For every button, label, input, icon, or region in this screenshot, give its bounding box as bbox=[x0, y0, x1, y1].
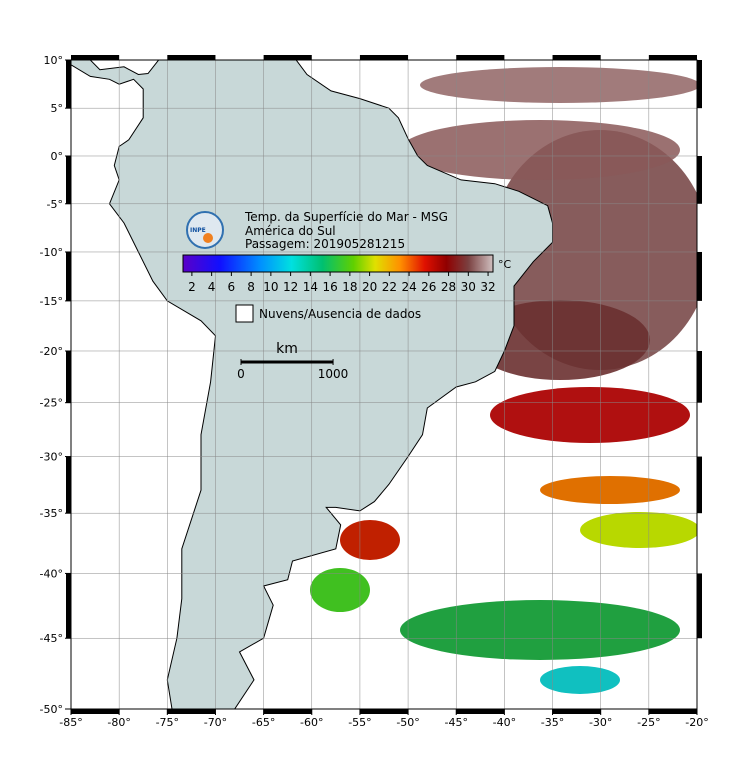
colorbar-tick-label: 26 bbox=[421, 280, 436, 294]
x-tick-label: -75° bbox=[156, 716, 179, 729]
colorbar-tick-label: 2 bbox=[188, 280, 196, 294]
region: América do Sul bbox=[245, 224, 336, 238]
x-tick-label: -80° bbox=[107, 716, 130, 729]
colorbar-tick-label: 6 bbox=[228, 280, 236, 294]
frame-segment bbox=[697, 60, 702, 109]
sst-patch bbox=[540, 476, 680, 504]
colorbar-tick-label: 10 bbox=[263, 280, 278, 294]
frame-segment bbox=[697, 155, 702, 204]
colorbar-tick-label: 30 bbox=[461, 280, 476, 294]
frame-segment bbox=[697, 350, 702, 403]
y-tick-label: -15° bbox=[40, 295, 63, 308]
frame-segment bbox=[552, 709, 601, 714]
legend-label: Nuvens/Ausencia de dados bbox=[259, 307, 421, 321]
sst-patch bbox=[580, 512, 697, 548]
frame-segment bbox=[71, 55, 120, 60]
x-tick-label: -60° bbox=[300, 716, 323, 729]
scale-unit: km bbox=[276, 341, 298, 357]
y-tick-label: -20° bbox=[40, 345, 63, 358]
frame-segment bbox=[697, 573, 702, 639]
frame-segment bbox=[66, 350, 71, 403]
frame-segment bbox=[167, 709, 216, 714]
frame-segment bbox=[648, 709, 697, 714]
y-tick-label: -10° bbox=[40, 246, 63, 259]
frame-segment bbox=[456, 55, 505, 60]
logo-dot bbox=[203, 233, 213, 243]
colorbar-tick-label: 14 bbox=[303, 280, 318, 294]
frame-segment bbox=[167, 55, 216, 60]
sst-patch bbox=[310, 568, 370, 612]
frame-segment bbox=[71, 709, 120, 714]
y-tick-label: -30° bbox=[40, 451, 63, 464]
logo bbox=[186, 211, 224, 249]
y-tick-label: -5° bbox=[47, 198, 63, 211]
x-tick-label: -65° bbox=[252, 716, 275, 729]
sst-patch bbox=[400, 600, 680, 660]
colorbar-tick-label: 20 bbox=[362, 280, 377, 294]
sst-layer bbox=[310, 67, 697, 694]
frame-segment bbox=[648, 55, 697, 60]
frame-segment bbox=[359, 709, 409, 714]
y-tick-label: 0° bbox=[51, 150, 64, 163]
x-tick-label: -30° bbox=[589, 716, 612, 729]
x-tick-label: -55° bbox=[348, 716, 371, 729]
x-tick-label: -25° bbox=[637, 716, 660, 729]
frame-segment bbox=[66, 251, 71, 301]
scale-label: 0 bbox=[237, 367, 245, 381]
frame-segment bbox=[263, 55, 312, 60]
x-tick-label: -50° bbox=[396, 716, 419, 729]
colorbar-tick-label: 28 bbox=[441, 280, 456, 294]
colorbar bbox=[182, 254, 494, 273]
x-tick-label: -45° bbox=[444, 716, 467, 729]
y-tick-label: 5° bbox=[51, 102, 64, 115]
x-tick-label: -20° bbox=[685, 716, 708, 729]
colorbar-tick-label: 22 bbox=[382, 280, 397, 294]
y-tick-label: 10° bbox=[44, 54, 64, 67]
y-tick-label: -35° bbox=[40, 507, 63, 520]
pass: Passagem: 201905281215 bbox=[245, 237, 405, 251]
frame-segment bbox=[359, 55, 409, 60]
legend-swatch bbox=[235, 304, 254, 323]
sst-patch bbox=[400, 120, 680, 180]
y-tick-label: -50° bbox=[40, 703, 63, 716]
sst-patch bbox=[420, 67, 697, 103]
colorbar-tick-label: 32 bbox=[480, 280, 495, 294]
scale-label: 1000 bbox=[318, 367, 349, 381]
colorbar-tick-label: 24 bbox=[401, 280, 416, 294]
x-tick-label: -35° bbox=[541, 716, 564, 729]
frame-segment bbox=[552, 55, 601, 60]
y-tick-label: -45° bbox=[40, 632, 63, 645]
frame-segment bbox=[66, 60, 71, 109]
colorbar-unit: °C bbox=[498, 258, 512, 271]
colorbar-tick-label: 4 bbox=[208, 280, 216, 294]
logo-text: INPE bbox=[190, 227, 206, 234]
x-tick-label: -85° bbox=[59, 716, 82, 729]
sst-patch bbox=[490, 387, 690, 443]
frame-segment bbox=[263, 709, 312, 714]
frame-segment bbox=[456, 709, 505, 714]
frame-segment bbox=[66, 456, 71, 514]
frame-segment bbox=[66, 155, 71, 204]
x-tick-label: -70° bbox=[204, 716, 227, 729]
sst-patch bbox=[340, 520, 400, 560]
frame-segment bbox=[697, 456, 702, 514]
y-tick-label: -40° bbox=[40, 567, 63, 580]
x-tick-label: -40° bbox=[493, 716, 516, 729]
frame-segment bbox=[66, 573, 71, 639]
y-tick-label: -25° bbox=[40, 397, 63, 410]
title: Temp. da Superfície do Mar - MSG bbox=[244, 210, 448, 224]
sst-patch bbox=[470, 300, 650, 380]
colorbar-tick-label: 12 bbox=[283, 280, 298, 294]
frame-segment bbox=[697, 251, 702, 301]
colorbar-tick-label: 16 bbox=[322, 280, 337, 294]
colorbar-tick-label: 8 bbox=[247, 280, 255, 294]
colorbar-tick-label: 18 bbox=[342, 280, 357, 294]
sst-patch bbox=[540, 666, 620, 694]
